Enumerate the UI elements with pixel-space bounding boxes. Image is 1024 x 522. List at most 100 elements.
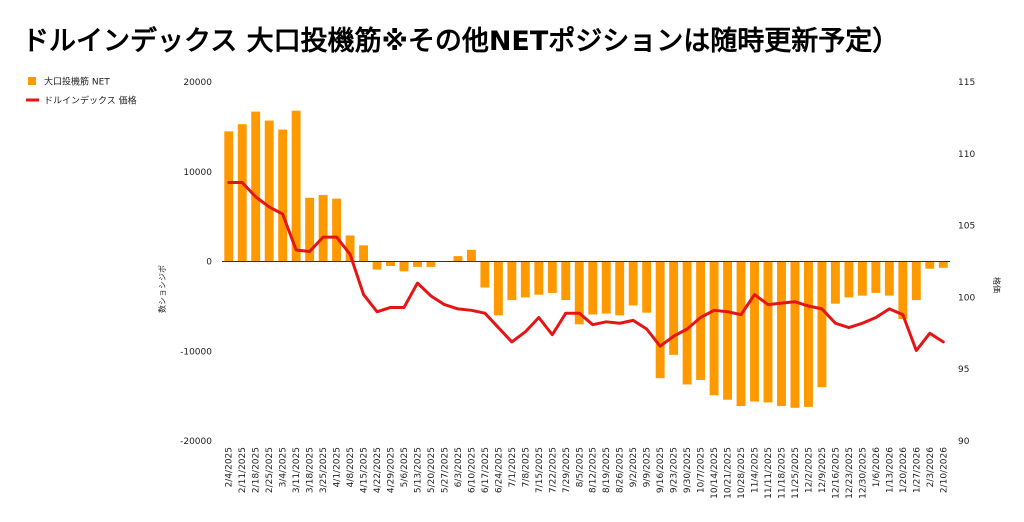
legend-label-line: ドルインデックス 価格 (44, 95, 137, 107)
x-tick-label: 8/26/2025 (616, 447, 626, 493)
bar-mark (386, 261, 395, 266)
bar-mark (359, 245, 369, 262)
bar-mark (601, 261, 611, 314)
x-tick-label: 4/8/2025 (346, 447, 356, 487)
y2-tick-label: 105 (958, 222, 975, 232)
bar-mark (709, 261, 719, 396)
bar-mark (453, 256, 463, 262)
x-tick-label: 4/22/2025 (373, 447, 383, 493)
x-tick-label: 11/4/2025 (751, 447, 761, 493)
bar-mark (628, 261, 638, 306)
x-tick-label: 7/1/2025 (508, 447, 518, 487)
bar-mark (224, 131, 234, 262)
bar-mark (305, 197, 315, 262)
bar-mark (790, 261, 800, 408)
x-tick-label: 3/25/2025 (319, 447, 329, 493)
bar-mark (696, 261, 706, 380)
x-tick-label: 6/24/2025 (494, 447, 504, 493)
x-tick-label: 1/27/2026 (912, 447, 922, 493)
bar-mark (332, 198, 342, 262)
bar-series (224, 110, 948, 408)
x-tick-label: 4/15/2025 (360, 447, 370, 493)
x-tick-label: 11/18/2025 (777, 447, 787, 499)
y-tick-label: 20000 (183, 78, 212, 88)
bar-mark (925, 261, 935, 269)
x-tick-label: 9/16/2025 (656, 447, 666, 493)
bar-mark (345, 235, 355, 262)
bar-mark (871, 261, 881, 293)
bar-mark (278, 129, 288, 262)
y2-tick-label: 110 (958, 150, 975, 160)
y2-tick-label: 100 (958, 293, 975, 303)
x-tick-label: 1/6/2026 (872, 447, 882, 488)
bar-mark (884, 261, 894, 296)
y-axis-title: 数ショシジボ (157, 265, 167, 313)
y-tick-label: 0 (206, 258, 212, 268)
bar-mark (466, 249, 476, 262)
bar-mark (480, 261, 490, 288)
bar-mark (588, 261, 598, 315)
bar-mark (750, 261, 759, 402)
bar-mark (399, 261, 409, 272)
bar-mark (251, 111, 261, 262)
bar-mark (898, 261, 908, 319)
bar-mark (938, 261, 948, 268)
x-tick-label: 2/25/2025 (265, 447, 275, 493)
price-line (227, 181, 945, 353)
x-tick-label: 8/12/2025 (589, 447, 599, 493)
bar-mark (911, 261, 921, 301)
x-tick-label: 8/19/2025 (602, 447, 612, 493)
bar-mark (804, 261, 813, 407)
legend-swatch-bar (28, 77, 36, 85)
x-tick-label: 4/29/2025 (387, 447, 397, 493)
bar-mark (534, 261, 544, 295)
bar-mark (857, 261, 867, 296)
legend: 大口投機筋 NET ドルインデックス 価格 (26, 76, 137, 107)
bar-mark (777, 261, 786, 406)
x-tick-label: 2/11/2025 (238, 447, 248, 493)
bar-mark (642, 261, 652, 313)
legend-label-bar: 大口投機筋 NET (44, 76, 110, 88)
bar-mark (817, 261, 827, 388)
bar-mark (520, 261, 530, 298)
bar-mark (682, 261, 692, 385)
bar-mark (291, 110, 301, 262)
x-tick-label: 11/11/2025 (764, 447, 774, 499)
x-tick-label: 1/13/2026 (885, 447, 895, 493)
x-tick-label: 9/9/2025 (643, 447, 653, 487)
bar-mark (830, 261, 840, 304)
x-tick-label: 9/2/2025 (629, 447, 639, 487)
x-tick-label: 8/5/2025 (575, 447, 585, 487)
x-tick-label: 6/10/2025 (467, 447, 477, 493)
x-tick-label: 3/18/2025 (306, 447, 316, 493)
y-tick-label: -10000 (180, 347, 212, 357)
x-tick-label: 2/4/2025 (225, 447, 235, 487)
bar-mark (574, 261, 584, 325)
bar-mark (264, 120, 274, 262)
bar-mark (413, 261, 422, 267)
y2-tick-label: 115 (958, 78, 975, 88)
bar-mark (507, 261, 517, 301)
x-tick-label: 2/3/2026 (926, 447, 936, 488)
y-tick-label: 10000 (183, 168, 212, 178)
bar-mark (426, 261, 436, 267)
x-tick-label: 1/20/2026 (899, 447, 909, 493)
x-tick-label: 12/16/2025 (831, 447, 841, 499)
x-tick-label: 10/14/2025 (710, 447, 720, 499)
bar-mark (372, 261, 382, 270)
y2-axis-title: 格価 (992, 277, 1002, 293)
x-tick-label: 9/23/2025 (670, 447, 680, 493)
x-tick-label: 5/6/2025 (400, 447, 410, 487)
x-tick-label: 6/17/2025 (481, 447, 491, 493)
bar-mark (655, 261, 665, 379)
chart-title: ドルインデックス 大口投機筋※その他NETポジションは随時更新予定） (22, 26, 900, 57)
x-tick-label: 7/8/2025 (521, 447, 531, 487)
x-tick-label: 10/7/2025 (697, 447, 707, 493)
x-tick-label: 11/25/2025 (791, 447, 801, 499)
bar-mark (736, 261, 746, 406)
x-tick-label: 10/28/2025 (737, 447, 747, 499)
y2-tick-label: 95 (958, 365, 969, 375)
bar-mark (723, 261, 733, 400)
x-tick-label: 3/11/2025 (292, 447, 302, 493)
